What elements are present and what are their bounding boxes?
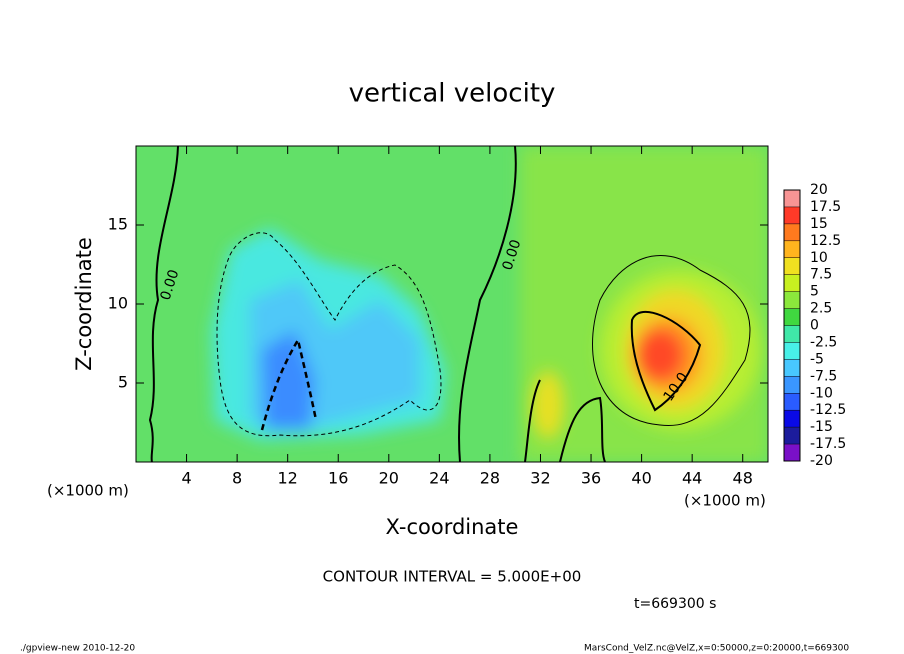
x-tick-label: 40 <box>631 469 651 488</box>
y-tick-label: 10 <box>108 294 128 313</box>
colorbar-swatch <box>784 206 800 224</box>
x-tick-label: 28 <box>480 469 500 488</box>
annotation: CONTOUR INTERVAL = 5.000E+00 <box>323 568 582 586</box>
x-tick-label: 20 <box>379 469 399 488</box>
downdraft-zone <box>212 228 445 440</box>
colorbar-label: 17.5 <box>810 199 841 215</box>
colorbar-swatch <box>784 376 800 394</box>
colorbar-label: 2.5 <box>810 301 832 317</box>
colorbar-label: -12.5 <box>810 402 846 418</box>
colorbar-swatch <box>784 291 800 309</box>
x-tick-label: 36 <box>581 469 601 488</box>
x-tick-label: 48 <box>733 469 753 488</box>
time-label: t=669300 s <box>634 596 716 612</box>
x-unit: (×1000 m) <box>684 492 766 510</box>
field <box>136 146 768 462</box>
x-tick-label: 44 <box>682 469 702 488</box>
colorbar-label: -17.5 <box>810 436 846 452</box>
colorbar-label: -2.5 <box>810 334 837 350</box>
colorbar-label: -5 <box>810 351 824 367</box>
x-tick-label: 24 <box>429 469 449 488</box>
colorbar-label: 20 <box>810 182 828 198</box>
colorbar-label: 0 <box>810 318 819 334</box>
x-axis-label: X-coordinate <box>386 515 519 539</box>
colorbar-swatch <box>784 342 800 360</box>
colorbar-swatch <box>784 427 800 445</box>
colorbar-label: -20 <box>810 453 833 469</box>
colorbar-swatch <box>784 223 800 241</box>
x-tick-label: 16 <box>328 469 348 488</box>
colorbar-label: -7.5 <box>810 368 837 384</box>
footer-left: ./gpview-new 2010-12-20 <box>20 644 135 654</box>
colorbar-swatch <box>784 240 800 258</box>
y-tick-label: 15 <box>108 215 128 234</box>
colorbar-swatch <box>784 325 800 343</box>
colorbar-label: 7.5 <box>810 267 832 283</box>
x-tick-label: 12 <box>278 469 298 488</box>
colorbar-label: -15 <box>810 419 833 435</box>
colorbar-swatch <box>784 274 800 292</box>
colorbar-label: 5 <box>810 284 819 300</box>
colorbar-swatch <box>784 257 800 275</box>
y-axis-label: Z-coordinate <box>72 237 96 371</box>
y-tick-label: 5 <box>118 373 128 392</box>
colorbar-swatch <box>784 444 800 461</box>
x-tick-label: 32 <box>530 469 550 488</box>
colorbar-swatch <box>784 393 800 411</box>
colorbar-label: 10 <box>810 250 828 266</box>
x-unit: (×1000 m) <box>47 482 129 500</box>
updraft-zone <box>532 270 760 439</box>
colorbar: -20-17.5-15-12.5-10-7.5-5-2.502.557.5101… <box>783 182 846 469</box>
colorbar-swatch <box>784 190 800 207</box>
colorbar-swatch <box>784 308 800 326</box>
footer-right: MarsCond_VelZ.nc@VelZ,x=0:50000,z=0:2000… <box>584 644 849 654</box>
colorbar-label: -10 <box>810 385 833 401</box>
colorbar-swatch <box>784 359 800 377</box>
x-tick-label: 8 <box>232 469 242 488</box>
colorbar-label: 12.5 <box>810 233 841 249</box>
chart-title: vertical velocity <box>349 79 556 109</box>
contours <box>148 146 751 462</box>
colorbar-swatch <box>784 410 800 428</box>
colorbar-label: 15 <box>810 216 828 232</box>
x-tick-label: 4 <box>181 469 191 488</box>
